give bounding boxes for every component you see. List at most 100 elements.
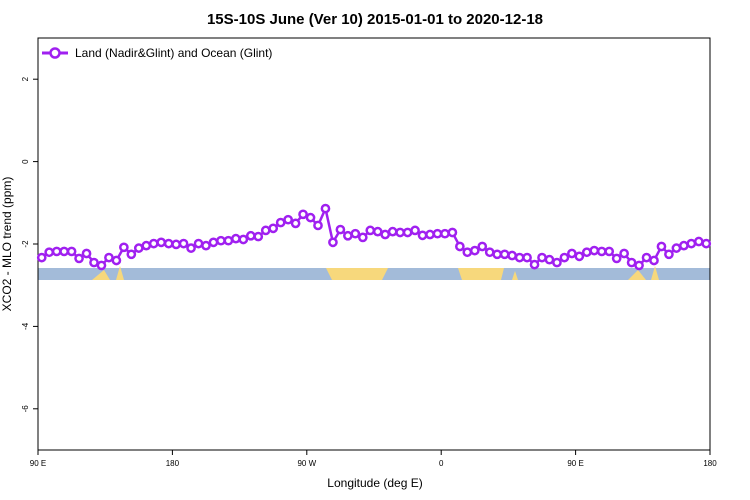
data-point bbox=[350, 228, 361, 239]
data-point bbox=[44, 247, 55, 258]
data-point bbox=[74, 253, 84, 264]
data-point bbox=[298, 209, 308, 220]
x-tick-label: 180 bbox=[166, 459, 180, 468]
legend-label: Land (Nadir&Glint) and Ocean (Glint) bbox=[75, 46, 272, 60]
land-segment bbox=[326, 268, 388, 280]
data-point bbox=[484, 247, 495, 258]
land-segment bbox=[651, 266, 659, 280]
land-segment bbox=[458, 268, 504, 280]
data-point bbox=[290, 218, 301, 229]
data-point bbox=[245, 230, 256, 241]
data-point bbox=[260, 225, 271, 236]
data-point bbox=[455, 241, 465, 252]
data-point bbox=[499, 249, 510, 260]
data-point bbox=[51, 246, 62, 257]
data-point bbox=[522, 252, 532, 263]
data-point bbox=[417, 230, 428, 241]
data-point bbox=[567, 248, 577, 259]
data-point bbox=[387, 226, 398, 237]
data-point bbox=[649, 255, 659, 266]
data-point bbox=[216, 235, 226, 246]
data-point bbox=[208, 237, 219, 248]
data-point bbox=[469, 245, 480, 256]
data-point bbox=[410, 225, 420, 236]
data-point bbox=[529, 259, 540, 270]
data-point bbox=[186, 243, 196, 253]
data-point bbox=[380, 229, 391, 240]
data-point bbox=[402, 227, 413, 238]
data-point bbox=[275, 217, 286, 228]
data-point bbox=[231, 233, 241, 244]
data-point bbox=[320, 203, 331, 214]
land-segment bbox=[92, 270, 110, 280]
data-point bbox=[305, 212, 316, 223]
data-point bbox=[119, 242, 129, 253]
land-segment bbox=[512, 271, 518, 280]
data-point bbox=[372, 226, 383, 237]
y-tick-label: 0 bbox=[21, 159, 30, 164]
data-point bbox=[679, 240, 689, 251]
data-point bbox=[193, 238, 204, 249]
data-point bbox=[163, 238, 174, 249]
data-point bbox=[432, 228, 443, 239]
data-point bbox=[641, 252, 652, 263]
data-point bbox=[104, 252, 114, 263]
data-point bbox=[581, 247, 592, 258]
data-point bbox=[701, 238, 712, 249]
data-point bbox=[559, 252, 570, 263]
data-point bbox=[693, 236, 704, 247]
data-point bbox=[343, 230, 353, 241]
x-tick-label: 0 bbox=[439, 459, 444, 468]
data-point bbox=[253, 231, 264, 242]
land-segment bbox=[628, 270, 646, 280]
data-point bbox=[514, 252, 525, 263]
data-point bbox=[425, 229, 435, 240]
land-segment bbox=[116, 266, 124, 280]
data-point bbox=[59, 246, 69, 257]
data-point bbox=[619, 248, 629, 259]
data-point bbox=[634, 260, 644, 271]
data-point bbox=[671, 243, 682, 253]
data-point bbox=[126, 249, 137, 260]
data-point bbox=[656, 241, 667, 252]
chart-title: 15S-10S June (Ver 10) 2015-01-01 to 2020… bbox=[207, 11, 543, 28]
data-point bbox=[492, 249, 503, 260]
data-point bbox=[537, 252, 547, 263]
data-point bbox=[283, 214, 293, 225]
data-point bbox=[395, 227, 405, 238]
y-tick-label: 2 bbox=[21, 76, 30, 81]
data-point bbox=[268, 223, 279, 234]
data-point bbox=[335, 224, 346, 235]
data-point bbox=[357, 232, 368, 243]
x-tick-label: 90 E bbox=[30, 459, 46, 468]
y-tick-label: -4 bbox=[21, 322, 30, 330]
data-point bbox=[313, 220, 323, 231]
x-axis-label: Longitude (deg E) bbox=[327, 476, 422, 490]
x-tick-label: 180 bbox=[703, 459, 717, 468]
data-point bbox=[238, 234, 249, 245]
data-point bbox=[133, 243, 144, 253]
land-ocean-strip bbox=[38, 266, 710, 280]
data-point bbox=[96, 260, 107, 271]
data-point bbox=[171, 239, 181, 250]
data-point bbox=[66, 246, 77, 257]
data-point bbox=[574, 251, 585, 262]
y-tick-label: -6 bbox=[21, 405, 30, 413]
data-point bbox=[507, 250, 517, 261]
data-point bbox=[611, 253, 622, 264]
y-tick-label: -2 bbox=[21, 240, 30, 248]
data-point bbox=[36, 252, 47, 263]
data-point bbox=[626, 257, 637, 268]
data-point bbox=[328, 237, 338, 248]
x-tick-label: 90 W bbox=[297, 459, 316, 468]
data-point bbox=[81, 248, 92, 259]
legend-marker bbox=[49, 47, 61, 59]
data-point bbox=[111, 255, 122, 266]
data-point bbox=[686, 238, 697, 249]
y-axis-label: XCO2 - MLO trend (ppm) bbox=[0, 177, 14, 312]
data-point bbox=[604, 246, 615, 257]
data-point bbox=[552, 257, 562, 268]
data-point bbox=[148, 238, 159, 249]
